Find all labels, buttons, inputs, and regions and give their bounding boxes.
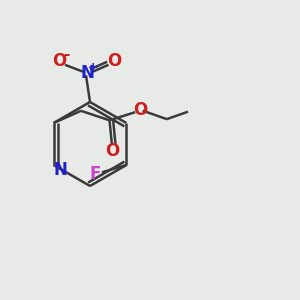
Text: O: O (52, 52, 67, 70)
Text: O: O (134, 101, 148, 119)
Text: N: N (53, 161, 67, 179)
Text: -: - (63, 47, 69, 62)
Text: O: O (107, 52, 121, 70)
Text: O: O (105, 142, 120, 160)
Text: F: F (90, 165, 101, 183)
Text: N: N (81, 64, 94, 82)
Text: +: + (88, 61, 98, 74)
